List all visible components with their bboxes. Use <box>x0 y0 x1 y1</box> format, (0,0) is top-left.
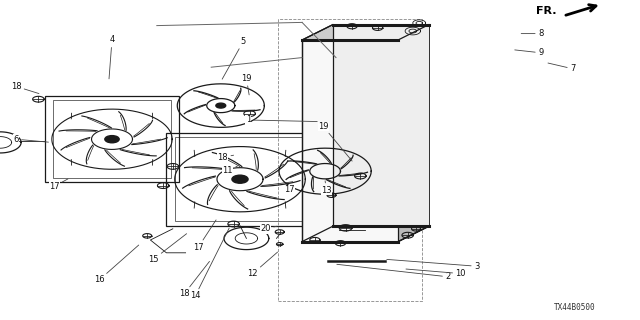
Text: 3: 3 <box>387 260 479 271</box>
Text: 17: 17 <box>193 220 216 252</box>
Text: 14: 14 <box>190 228 229 300</box>
Text: 15: 15 <box>148 234 187 264</box>
Text: FR.: FR. <box>536 6 557 16</box>
Text: 18: 18 <box>11 82 39 93</box>
Text: 1: 1 <box>246 116 317 124</box>
Text: 11: 11 <box>223 166 237 175</box>
Text: 6: 6 <box>13 135 49 144</box>
Text: 19: 19 <box>241 74 252 95</box>
Polygon shape <box>302 25 429 40</box>
Text: 19: 19 <box>318 122 352 161</box>
Text: 2: 2 <box>337 264 451 281</box>
Text: 12: 12 <box>248 252 278 278</box>
Text: 7: 7 <box>548 63 575 73</box>
Polygon shape <box>302 40 398 242</box>
Text: 16: 16 <box>94 245 139 284</box>
Text: 18: 18 <box>179 261 209 298</box>
Text: 18: 18 <box>218 153 234 162</box>
Text: TX44B0500: TX44B0500 <box>554 303 595 312</box>
Circle shape <box>320 169 330 174</box>
Text: 8: 8 <box>521 29 543 38</box>
Polygon shape <box>333 25 429 226</box>
Text: 20: 20 <box>260 224 277 233</box>
Text: 4: 4 <box>109 36 115 79</box>
Polygon shape <box>302 226 429 242</box>
Text: 5: 5 <box>222 37 246 79</box>
Text: 9: 9 <box>515 48 543 57</box>
Text: 17: 17 <box>284 185 294 194</box>
Text: 13: 13 <box>321 181 332 195</box>
Circle shape <box>105 136 119 143</box>
Polygon shape <box>398 25 429 242</box>
Text: 10: 10 <box>406 269 466 278</box>
Circle shape <box>232 175 248 183</box>
Circle shape <box>216 103 226 108</box>
Text: 17: 17 <box>49 179 68 191</box>
